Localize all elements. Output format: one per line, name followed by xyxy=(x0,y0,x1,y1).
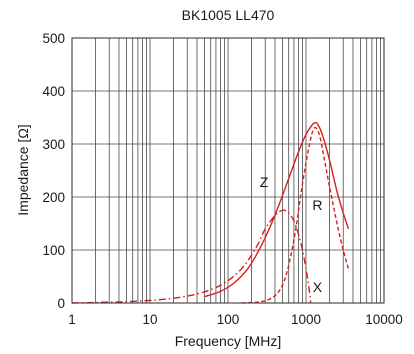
y-tick-labels: 0 100 200 300 400 500 xyxy=(42,31,65,311)
x-tick-label: 1 xyxy=(68,312,76,327)
curve-label-x: X xyxy=(313,279,323,295)
curve-label-r: R xyxy=(312,197,322,213)
series-z-line xyxy=(204,121,350,298)
curve-label-z: Z xyxy=(260,174,269,190)
y-tick-label: 300 xyxy=(42,137,65,152)
x-tick-label: 1000 xyxy=(291,312,321,327)
x-tick-labels: 1 10 100 1000 10000 xyxy=(68,312,403,327)
y-tick-label: 0 xyxy=(57,296,65,311)
y-tick-label: 100 xyxy=(42,243,65,258)
y-axis-title: Impedance [Ω] xyxy=(15,124,31,215)
chart-grid xyxy=(72,38,384,303)
series-r-line xyxy=(241,126,350,304)
x-axis-title: Frequency [MHz] xyxy=(175,333,282,349)
y-tick-label: 400 xyxy=(42,84,65,99)
x-tick-label: 10000 xyxy=(365,312,403,327)
series-x-line xyxy=(71,209,312,304)
chart-curves xyxy=(71,121,350,304)
plot-frame xyxy=(71,37,385,304)
x-tick-label: 10 xyxy=(142,312,157,327)
chart-title: BK1005 LL470 xyxy=(182,7,275,23)
curve-labels: Z R X xyxy=(260,174,323,295)
x-tick-label: 100 xyxy=(217,312,240,327)
y-tick-label: 200 xyxy=(42,190,65,205)
y-tick-label: 500 xyxy=(42,31,65,46)
